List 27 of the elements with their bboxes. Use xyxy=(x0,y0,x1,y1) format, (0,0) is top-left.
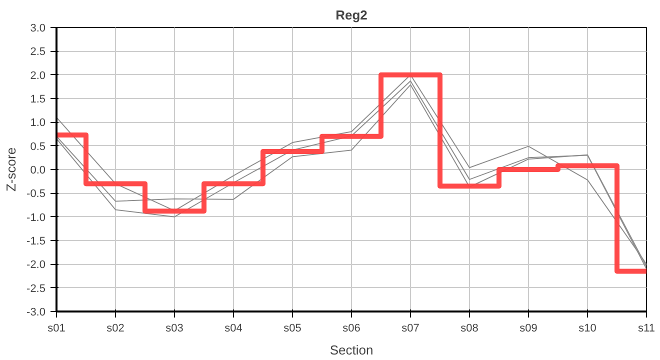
x-tick-label: s08 xyxy=(460,322,478,334)
x-tick-label: s10 xyxy=(578,322,596,334)
y-tick-label: -2.0 xyxy=(26,259,46,272)
x-tick-label: s09 xyxy=(520,322,538,334)
x-tick-label: s02 xyxy=(106,322,124,334)
y-tick-label: -0.5 xyxy=(26,188,46,200)
y-tick-label: -3.0 xyxy=(26,306,46,318)
x-axis-title: Section xyxy=(330,342,374,358)
x-tick-label: s05 xyxy=(284,322,302,334)
y-tick-label: 0.0 xyxy=(30,164,46,176)
y-tick-label: 3.0 xyxy=(30,22,46,34)
x-tick-label: s11 xyxy=(638,322,655,334)
x-tick-label: s04 xyxy=(224,322,242,334)
y-tick-label: -1.5 xyxy=(26,236,46,248)
y-tick-label: 0.5 xyxy=(30,140,46,153)
x-tick-label: s01 xyxy=(48,322,66,334)
x-tick-label: s06 xyxy=(342,322,360,334)
x-tick-label: s07 xyxy=(402,322,420,334)
y-tick-label: 2.5 xyxy=(30,46,46,58)
y-tick-label: 1.0 xyxy=(30,117,46,130)
y-tick-label: 2.0 xyxy=(30,70,46,82)
x-tick-label: s03 xyxy=(166,322,184,334)
y-tick-label: -2.5 xyxy=(26,282,46,295)
y-axis-title: Z-score xyxy=(4,147,19,192)
y-tick-label: -1.0 xyxy=(26,212,46,224)
y-tick-label: 1.5 xyxy=(30,94,46,106)
chart-title: Reg2 xyxy=(336,8,368,22)
